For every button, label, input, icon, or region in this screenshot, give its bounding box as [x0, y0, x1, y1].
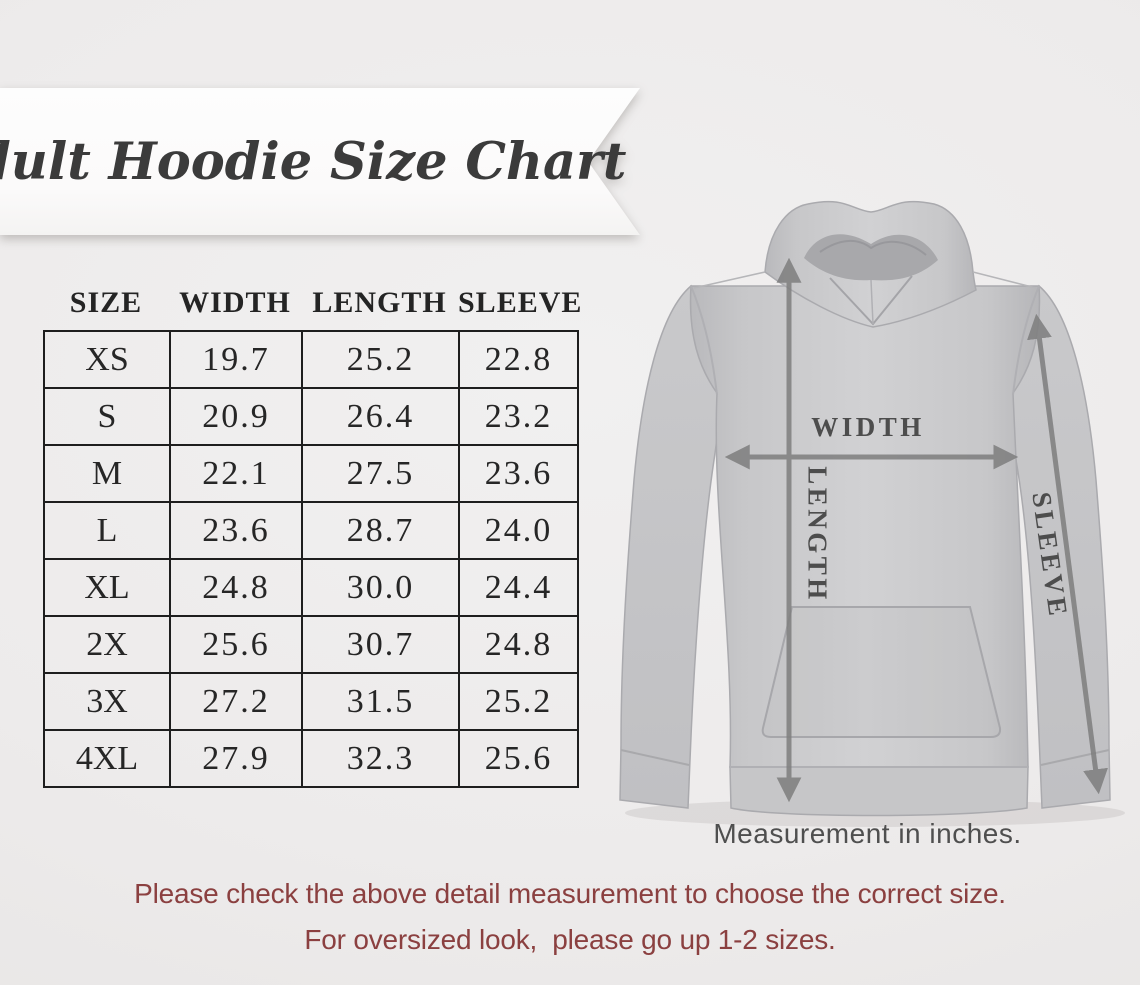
- left-shoulder-seam: [693, 271, 766, 289]
- ribbon-shape: [0, 88, 640, 235]
- table-row: S 20.9 26.4 23.2: [43, 387, 579, 446]
- cell-size: M: [43, 444, 171, 503]
- hoodie-pocket: [761, 606, 1002, 738]
- left-armhole-seam: [690, 285, 718, 396]
- cell-width: 27.9: [169, 729, 303, 788]
- note-line-1: Please check the above detail measuremen…: [134, 878, 1006, 909]
- column-header-width: WIDTH: [179, 286, 291, 319]
- hood-fold-line: [819, 240, 927, 256]
- width-measure-label: WIDTH: [811, 412, 925, 442]
- right-armhole-seam: [1012, 285, 1040, 396]
- hood-opening: [804, 234, 938, 281]
- cell-width: 20.9: [169, 387, 303, 446]
- cell-length: 28.7: [301, 501, 460, 560]
- note-line-2: For oversized look, please go up 1-2 siz…: [304, 924, 836, 955]
- table-row: 2X 25.6 30.7 24.8: [43, 615, 579, 674]
- cell-length: 31.5: [301, 672, 460, 731]
- cell-sleeve: 23.2: [458, 387, 579, 446]
- cell-length: 26.4: [301, 387, 460, 446]
- cell-sleeve: 25.2: [458, 672, 579, 731]
- table-row: XL 24.8 30.0 24.4: [43, 558, 579, 617]
- column-header-sleeve: SLEEVE: [458, 286, 583, 319]
- cell-width: 19.7: [169, 330, 303, 389]
- cell-sleeve: 23.6: [458, 444, 579, 503]
- hoodie-left-sleeve: [619, 284, 721, 809]
- hoodie-illustration: [590, 160, 1140, 920]
- table-row: XS 19.7 25.2 22.8: [43, 330, 579, 389]
- table-row: 3X 27.2 31.5 25.2: [43, 672, 579, 731]
- cell-width: 25.6: [169, 615, 303, 674]
- size-table-body: XS 19.7 25.2 22.8 S 20.9 26.4 23.2 M 22.…: [43, 330, 579, 788]
- table-row: 4XL 27.9 32.3 25.6: [43, 729, 579, 788]
- right-shoulder-seam: [972, 271, 1037, 289]
- cell-size: XS: [43, 330, 171, 389]
- cell-width: 22.1: [169, 444, 303, 503]
- cell-size: L: [43, 501, 171, 560]
- sleeve-arrow: [1027, 313, 1108, 795]
- cell-size: S: [43, 387, 171, 446]
- cell-sleeve: 24.4: [458, 558, 579, 617]
- table-row: L 23.6 28.7 24.0: [43, 501, 579, 560]
- column-header-length: LENGTH: [312, 286, 447, 319]
- table-row: M 22.1 27.5 23.6: [43, 444, 579, 503]
- cell-length: 30.0: [301, 558, 460, 617]
- cell-width: 27.2: [169, 672, 303, 731]
- size-notes: Please check the above detail measuremen…: [0, 871, 1140, 963]
- cell-length: 32.3: [301, 729, 460, 788]
- cell-sleeve: 22.8: [458, 330, 579, 389]
- measurement-caption: Measurement in inches.: [713, 818, 1022, 849]
- title-ribbon: Adult Hoodie Size Chart: [0, 88, 640, 235]
- cell-sleeve: 24.8: [458, 615, 579, 674]
- column-header-size: SIZE: [69, 286, 143, 319]
- size-table-grid: XS 19.7 25.2 22.8 S 20.9 26.4 23.2 M 22.…: [43, 330, 579, 788]
- left-cuff-seam: [620, 749, 690, 766]
- cell-size: 3X: [43, 672, 171, 731]
- cell-length: 30.7: [301, 615, 460, 674]
- cell-sleeve: 25.6: [458, 729, 579, 788]
- cell-width: 23.6: [169, 501, 303, 560]
- cell-length: 27.5: [301, 444, 460, 503]
- hoodie-graphic: [619, 200, 1125, 827]
- cell-size: XL: [43, 558, 171, 617]
- hoodie-hem-band: [729, 766, 1029, 817]
- length-measure-label: LENGTH: [802, 466, 833, 603]
- cell-sleeve: 24.0: [458, 501, 579, 560]
- page-title: Adult Hoodie Size Chart: [0, 131, 627, 192]
- cell-width: 24.8: [169, 558, 303, 617]
- size-table: SIZE WIDTH LENGTH SLEEVE XS 19.7 25.2 22…: [43, 276, 583, 788]
- hood-center-seam: [870, 279, 874, 325]
- cell-length: 25.2: [301, 330, 460, 389]
- size-table-header: SIZE WIDTH LENGTH SLEEVE: [43, 276, 583, 330]
- cell-size: 2X: [43, 615, 171, 674]
- cell-size: 4XL: [43, 729, 171, 788]
